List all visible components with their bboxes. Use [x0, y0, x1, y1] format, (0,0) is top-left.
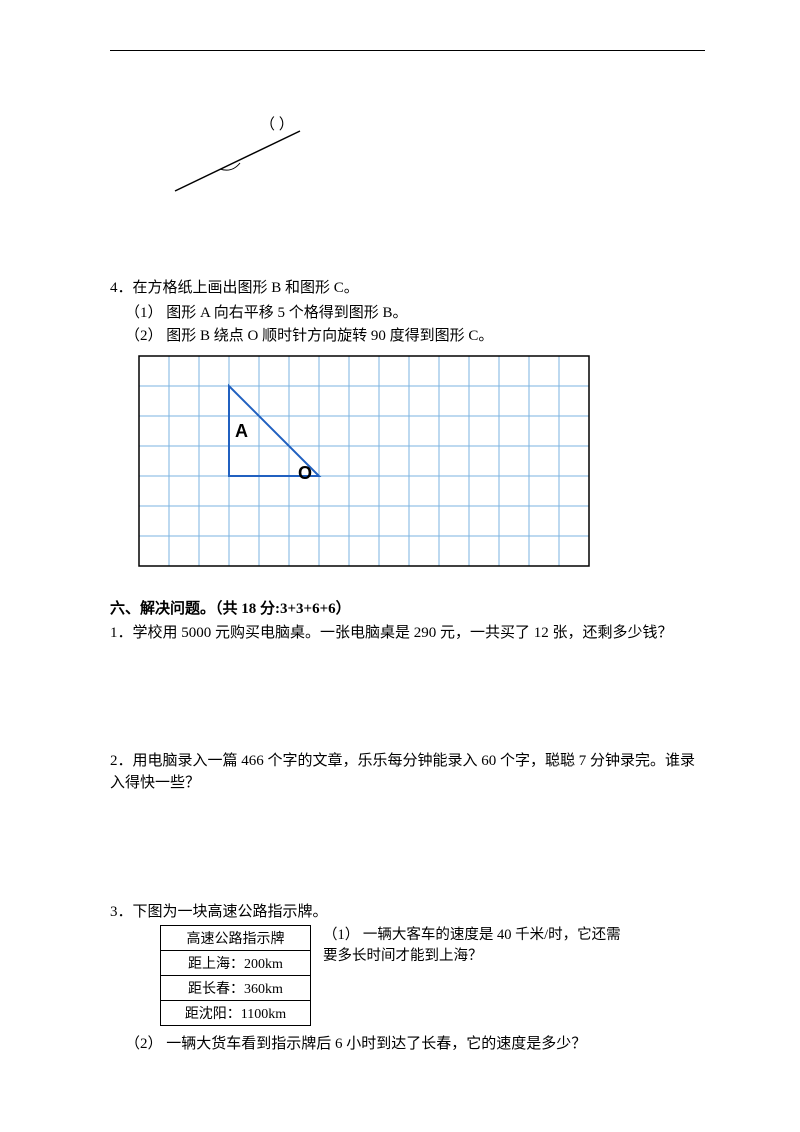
question-6-2: 2．用电脑录入一篇 466 个字的文章，乐乐每分钟能录入 60 个字，聪聪 7 …	[110, 750, 705, 795]
q4-title: 4．在方格纸上画出图形 B 和图形 C。	[110, 276, 705, 297]
q3-title: 3．下图为一块高速公路指示牌。	[110, 900, 705, 921]
q4-sub1: （1） 图形 A 向右平移 5 个格得到图形 B。	[125, 301, 705, 322]
q4-sub2: （2） 图形 B 绕点 O 顺时针方向旋转 90 度得到图形 C。	[125, 324, 705, 345]
sign-row-2: 距沈阳：1100km	[161, 1000, 311, 1025]
q3-sub2: （2） 一辆大货车看到指示牌后 6 小时到达了长春，它的速度是多少？	[125, 1032, 705, 1053]
sign-row-0: 距上海：200km	[161, 950, 311, 975]
q3-sub1: （1） 一辆大客车的速度是 40 千米/时，它还需要多长时间才能到上海？	[323, 925, 623, 969]
question-6-3: 3．下图为一块高速公路指示牌。 高速公路指示牌 距上海：200km 距长春：36…	[110, 900, 705, 1053]
section-6-header: 六、解决问题。（共 18 分:3+3+6+6）	[110, 597, 705, 618]
svg-text:O: O	[298, 463, 312, 483]
sign-row-1: 距长春：360km	[161, 975, 311, 1000]
highway-sign-table: 高速公路指示牌 距上海：200km 距长春：360km 距沈阳：1100km	[160, 925, 311, 1026]
question-6-1: 1．学校用 5000 元购买电脑桌。一张电脑桌是 290 元，一共买了 12 张…	[110, 622, 705, 645]
question-4: 4．在方格纸上画出图形 B 和图形 C。 （1） 图形 A 向右平移 5 个格得…	[110, 276, 705, 345]
horizontal-rule	[110, 50, 705, 51]
svg-text:A: A	[235, 421, 248, 441]
angle-figure: （ ）	[160, 111, 705, 206]
angle-blank-label: （ ）	[260, 116, 294, 133]
sign-header: 高速公路指示牌	[161, 925, 311, 950]
grid-figure: AO	[138, 355, 705, 572]
